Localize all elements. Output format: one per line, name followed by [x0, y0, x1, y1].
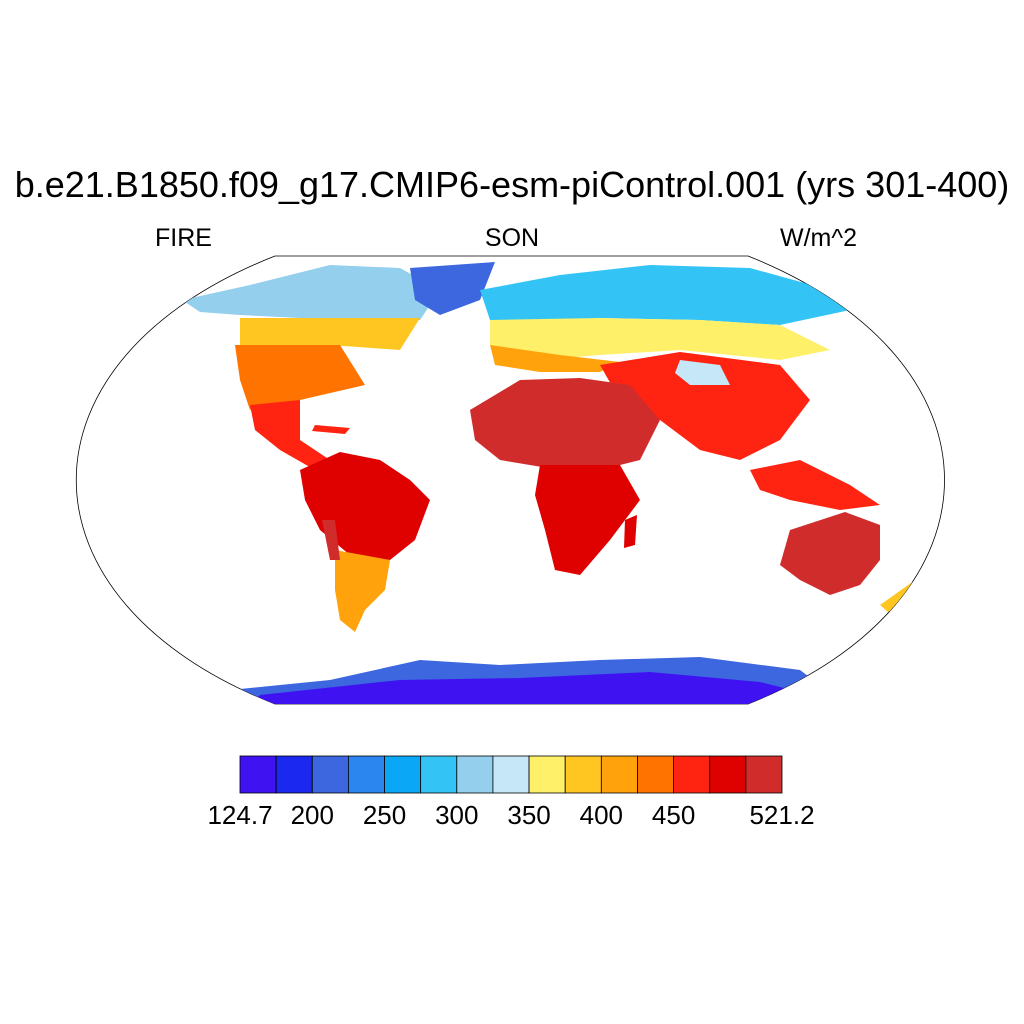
colorbar-swatch	[673, 755, 711, 794]
colorbar-swatch	[745, 755, 783, 794]
colorbar-swatch	[492, 755, 530, 794]
colorbar-swatch	[709, 755, 747, 794]
indonesia	[750, 460, 880, 510]
andes	[322, 520, 340, 560]
north-america-temperate	[240, 318, 420, 350]
north-america-warm	[235, 345, 365, 410]
eurasia-mid	[490, 318, 830, 360]
eurasia-north	[480, 265, 850, 325]
colorbar-swatch	[311, 755, 349, 794]
colorbar-tick-label: 250	[362, 800, 407, 830]
greenland	[410, 262, 495, 315]
season-label: SON	[484, 224, 540, 252]
mediterranean	[490, 345, 620, 372]
colorbar	[239, 755, 783, 794]
units-label: W/m^2	[780, 224, 858, 252]
colorbar-swatch	[275, 755, 313, 794]
africa-north	[470, 378, 660, 470]
asia-south	[600, 352, 810, 460]
colorbar-swatch	[600, 755, 638, 794]
south-america-south	[335, 550, 390, 632]
australia	[780, 512, 880, 595]
colorbar-swatch	[420, 755, 458, 794]
antarctica-interior	[250, 672, 800, 704]
colorbar-swatch	[347, 755, 385, 794]
colorbar-tick-label: 521.2	[749, 800, 815, 830]
map-title: b.e21.B1850.f09_g17.CMIP6-esm-piControl.…	[14, 164, 1010, 205]
variable-label: FIRE	[155, 224, 212, 252]
colorbar-swatch	[384, 755, 422, 794]
colorbar-swatch	[528, 755, 566, 794]
colorbar-swatch	[456, 755, 494, 794]
north-america-cold	[182, 265, 440, 322]
colorbar-tick-label: 200	[290, 800, 334, 830]
colorbar-tick-label: 400	[579, 800, 624, 830]
colorbar-swatch	[637, 755, 675, 794]
tibet	[675, 360, 730, 385]
africa-south	[535, 465, 640, 575]
madagascar	[624, 515, 637, 548]
central-america	[250, 400, 330, 470]
colorbar-tick-label: 350	[507, 800, 551, 830]
caribbean	[312, 425, 350, 434]
colorbar-tick-label: 124.7	[207, 800, 273, 830]
colorbar-swatch	[239, 755, 277, 794]
colorbar-swatch	[564, 755, 602, 794]
colorbar-tick-label: 450	[651, 800, 696, 830]
colorbar-tick-label: 300	[435, 800, 479, 830]
